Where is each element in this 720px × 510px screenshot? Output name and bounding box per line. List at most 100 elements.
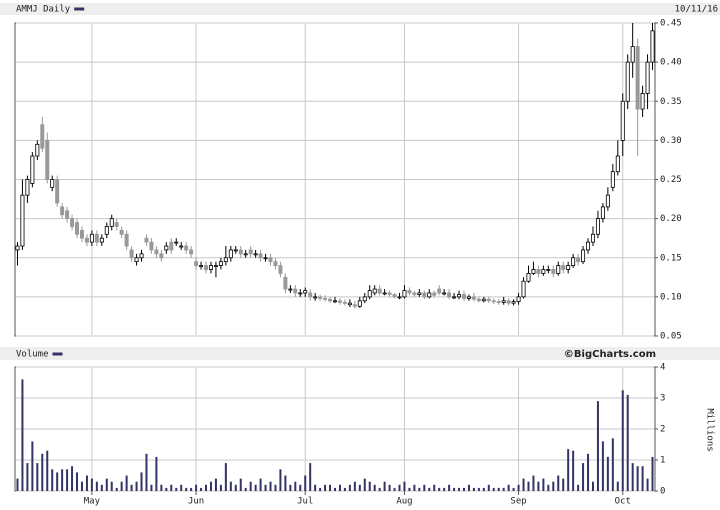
- volume-bar: [180, 484, 183, 491]
- candle-body: [511, 301, 516, 304]
- volume-bar: [641, 466, 644, 491]
- volume-bar: [130, 484, 133, 491]
- volume-bar: [324, 484, 327, 491]
- candle-body: [283, 276, 288, 290]
- volume-bar: [418, 487, 421, 491]
- candle-body: [228, 249, 233, 259]
- volume-bar: [517, 484, 520, 491]
- volume-bar: [41, 453, 44, 491]
- y-tick-label: 0.40: [660, 58, 682, 68]
- candle-body: [422, 292, 427, 298]
- candle-body: [15, 245, 20, 251]
- candle-body: [75, 222, 80, 235]
- volume-bar: [160, 484, 163, 491]
- volume-bar: [582, 463, 585, 491]
- x-tick-label: Jun: [188, 497, 204, 507]
- volume-bar: [547, 484, 550, 491]
- candle-body: [600, 206, 605, 220]
- volume-bar: [482, 487, 485, 491]
- volume-bar: [76, 472, 79, 491]
- volume-bar: [21, 379, 24, 491]
- candle-body: [461, 294, 466, 299]
- chart-title: AMMJ Daily: [16, 5, 71, 15]
- volume-bar: [433, 484, 436, 491]
- candle-body: [590, 233, 595, 243]
- candle-body: [521, 280, 526, 298]
- candle-body: [382, 292, 387, 295]
- volume-bar: [611, 438, 614, 491]
- volume-bar: [229, 481, 232, 491]
- candle-body: [70, 218, 75, 227]
- volume-bar: [145, 453, 148, 491]
- candle-body: [313, 296, 318, 299]
- volume-bar: [175, 487, 178, 491]
- candle-body: [481, 298, 486, 302]
- volume-bar: [616, 481, 619, 491]
- volume-bar: [170, 484, 173, 491]
- volume-bar: [16, 478, 19, 491]
- volume-bar: [507, 484, 510, 491]
- volume-bar: [185, 487, 188, 491]
- volume-bar: [51, 469, 54, 491]
- candle-body: [337, 300, 342, 303]
- y-tick-label: 0.30: [660, 136, 682, 146]
- candle-body: [218, 261, 223, 266]
- volume-bar: [85, 475, 88, 491]
- candle-body: [124, 233, 129, 247]
- volume-bar: [348, 484, 351, 491]
- volume-bar: [140, 472, 143, 491]
- volume-bar: [329, 484, 332, 491]
- volume-bar: [338, 484, 341, 491]
- volume-bar: [214, 478, 217, 491]
- volume-bar: [542, 478, 545, 491]
- candle-body: [620, 100, 625, 141]
- volume-bar: [289, 484, 292, 491]
- candle-body: [213, 265, 218, 267]
- candle-body: [328, 298, 333, 302]
- candle-body: [298, 292, 303, 295]
- volume-bar: [403, 481, 406, 491]
- candle-body: [496, 301, 501, 303]
- volume-bar: [71, 466, 74, 491]
- header-band: [0, 3, 720, 15]
- volume-bar: [319, 487, 322, 491]
- volume-bar: [165, 487, 168, 491]
- volume-bar: [373, 484, 376, 491]
- y-tick-label: 2: [660, 425, 665, 435]
- y-axis-label: Millions: [705, 408, 715, 451]
- candle-body: [253, 253, 258, 256]
- candle-body: [104, 226, 109, 235]
- volume-bar: [557, 475, 560, 491]
- candle-body: [486, 298, 491, 302]
- candle-body: [179, 245, 184, 248]
- y-tick-label: 1: [660, 456, 665, 466]
- volume-bar: [254, 484, 257, 491]
- y-tick-label: 0.05: [660, 332, 682, 342]
- x-tick-label: Sep: [510, 497, 526, 507]
- volume-bar: [562, 478, 565, 491]
- candle-body: [208, 265, 213, 270]
- candle-body: [109, 218, 114, 227]
- volume-bar: [120, 481, 123, 491]
- candle-body: [94, 233, 99, 243]
- candle-body: [516, 296, 521, 302]
- candle-body: [55, 179, 60, 204]
- volume-bar: [224, 463, 227, 491]
- volume-bar: [462, 487, 465, 491]
- volume-bar: [438, 487, 441, 491]
- candle-body: [546, 269, 551, 271]
- candle-body: [149, 241, 154, 251]
- volume-bar: [423, 484, 426, 491]
- candle-body: [501, 300, 506, 303]
- volume-header-band: [0, 347, 720, 360]
- volume-bar: [383, 481, 386, 491]
- volume-bar: [626, 394, 629, 491]
- volume-bar: [234, 484, 237, 491]
- candle-body: [332, 300, 337, 303]
- candle-body: [25, 179, 30, 196]
- x-tick-label: May: [84, 497, 101, 507]
- volume-bar: [368, 481, 371, 491]
- candle-body: [357, 300, 362, 307]
- candle-body: [288, 288, 293, 291]
